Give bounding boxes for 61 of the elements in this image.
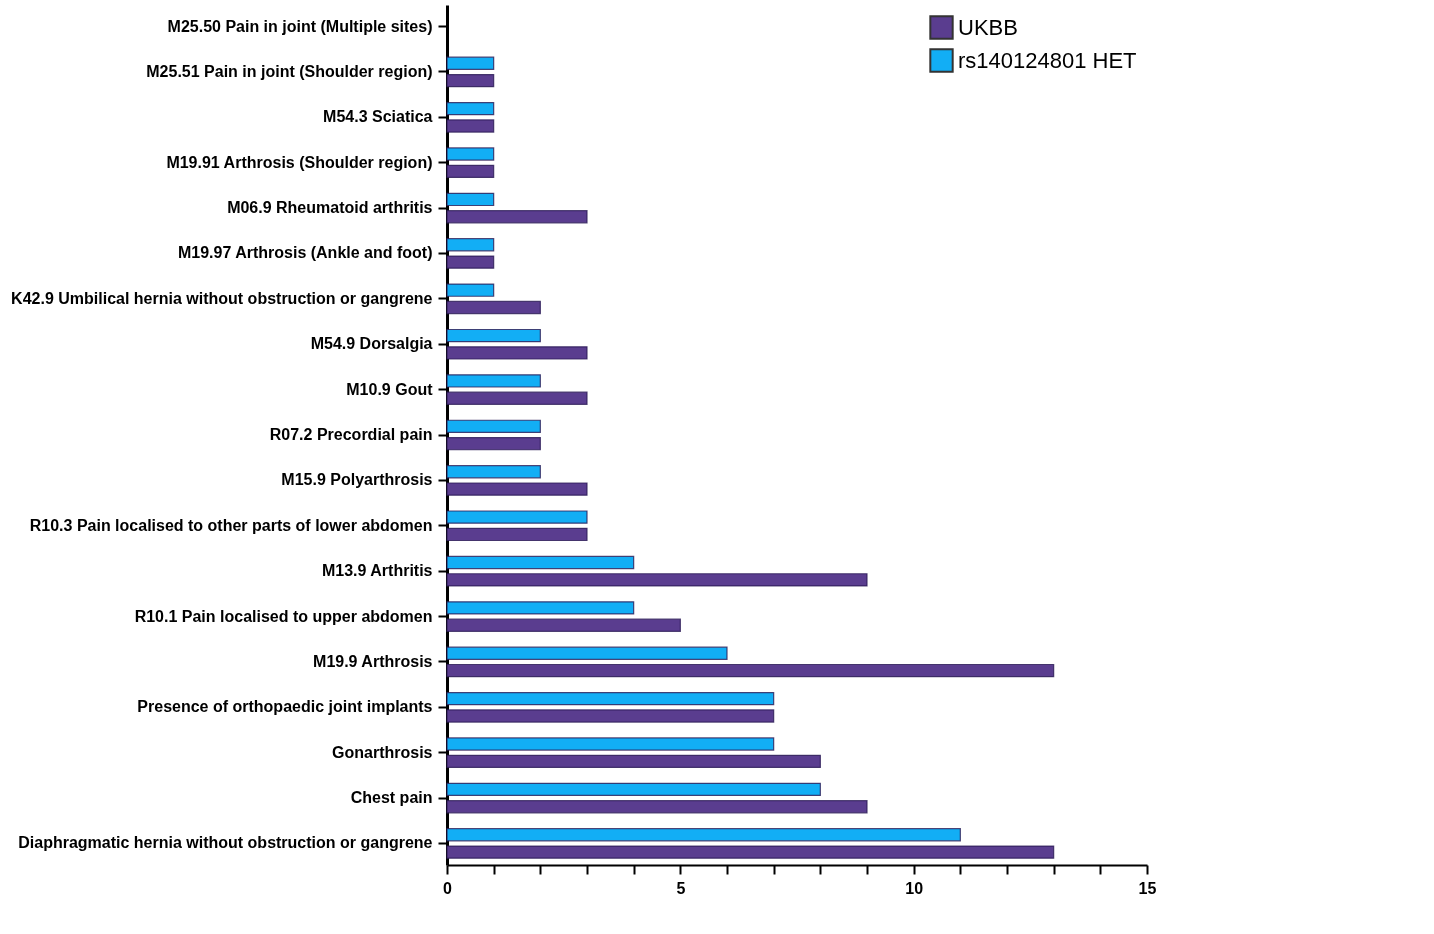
bar [446, 573, 868, 587]
bar [446, 510, 588, 524]
bar [446, 646, 728, 660]
y-tick-label: Gonarthrosis [332, 743, 433, 761]
legend-label: UKBB [958, 14, 1018, 40]
bar [446, 800, 868, 814]
y-tick-label: Diaphragmatic hernia without obstruction or gangrene [18, 834, 433, 852]
bar [446, 555, 635, 570]
bar [446, 709, 775, 723]
bar [446, 283, 495, 297]
y-tick-label: M10.9 Gout [346, 380, 434, 398]
y-tick-label: R07.2 Precordial pain [269, 426, 433, 443]
bar [446, 300, 541, 315]
y-tick-label: R10.1 Pain localised to upper abdomen [134, 607, 433, 625]
y-tick-label: M19.97 Arthrosis (Ankle and foot) [177, 244, 433, 262]
y-tick-label: K42.9 Umbilical hernia without obstruction or gangrene [11, 289, 433, 307]
bar [446, 465, 541, 479]
y-tick-label: M06.9 Rheumatoid arthritis [227, 199, 433, 217]
bar [446, 845, 1055, 859]
y-tick-label: M15.9 Polyarthrosis [281, 471, 433, 489]
bar [446, 828, 961, 842]
x-tick-label: 5 [676, 879, 686, 897]
y-tick-label: M19.91 Arthrosis (Shoulder region) [166, 153, 433, 171]
bar [446, 119, 495, 133]
bar [446, 691, 775, 706]
bar [446, 419, 541, 433]
bar [446, 663, 1055, 678]
bar [446, 601, 635, 615]
bar [446, 164, 495, 179]
bar [446, 782, 821, 797]
y-tick-label: M13.9 Arthritis [321, 562, 433, 580]
bar [446, 56, 495, 70]
bar [446, 328, 541, 343]
bar [446, 210, 588, 224]
bar [446, 437, 541, 451]
bar [446, 374, 541, 388]
y-tick-label: M19.9 Arthrosis [313, 652, 433, 670]
bar [446, 255, 495, 269]
legend-label: rs140124801 HET [958, 47, 1137, 73]
y-tick-label: Chest pain [350, 789, 433, 807]
y-tick-label: M25.51 Pain in joint (Shoulder region) [146, 62, 433, 80]
bar [446, 101, 495, 116]
bar [446, 192, 495, 207]
bar [446, 482, 588, 496]
bar [446, 754, 821, 769]
x-tick-label: 10 [905, 879, 924, 897]
bar [446, 238, 495, 252]
x-tick-label: 0 [443, 879, 453, 897]
y-tick-label: M54.3 Sciatica [323, 108, 433, 126]
bar [446, 391, 588, 405]
bar [446, 346, 588, 360]
y-tick-label: R10.3 Pain localised to other parts of lower abdomen [29, 516, 433, 534]
bar [446, 527, 588, 542]
bar [446, 147, 495, 161]
y-tick-label: M25.50 Pain in joint (Multiple sites) [167, 17, 433, 35]
bar [446, 737, 775, 751]
bar [446, 618, 681, 632]
x-tick-label: 15 [1138, 879, 1157, 897]
bar [446, 73, 495, 88]
y-tick-label: Presence of orthopaedic joint implants [137, 698, 433, 716]
y-tick-label: M54.9 Dorsalgia [310, 335, 433, 353]
